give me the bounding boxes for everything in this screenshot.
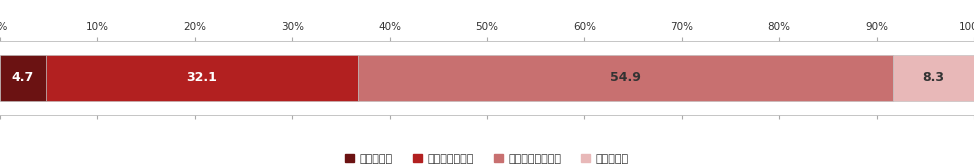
Text: 8.3: 8.3 [922,71,945,84]
Bar [46,55,358,101]
Text: 54.9: 54.9 [611,71,641,84]
Bar [358,55,893,101]
Bar [893,55,974,101]
Text: 32.1: 32.1 [187,71,217,84]
Text: 4.7: 4.7 [12,71,34,84]
Legend: 自信がある, やや自信がある, あまり自信がない, 自信がない: 自信がある, やや自信がある, あまり自信がない, 自信がない [341,149,633,164]
Bar [0,55,46,101]
